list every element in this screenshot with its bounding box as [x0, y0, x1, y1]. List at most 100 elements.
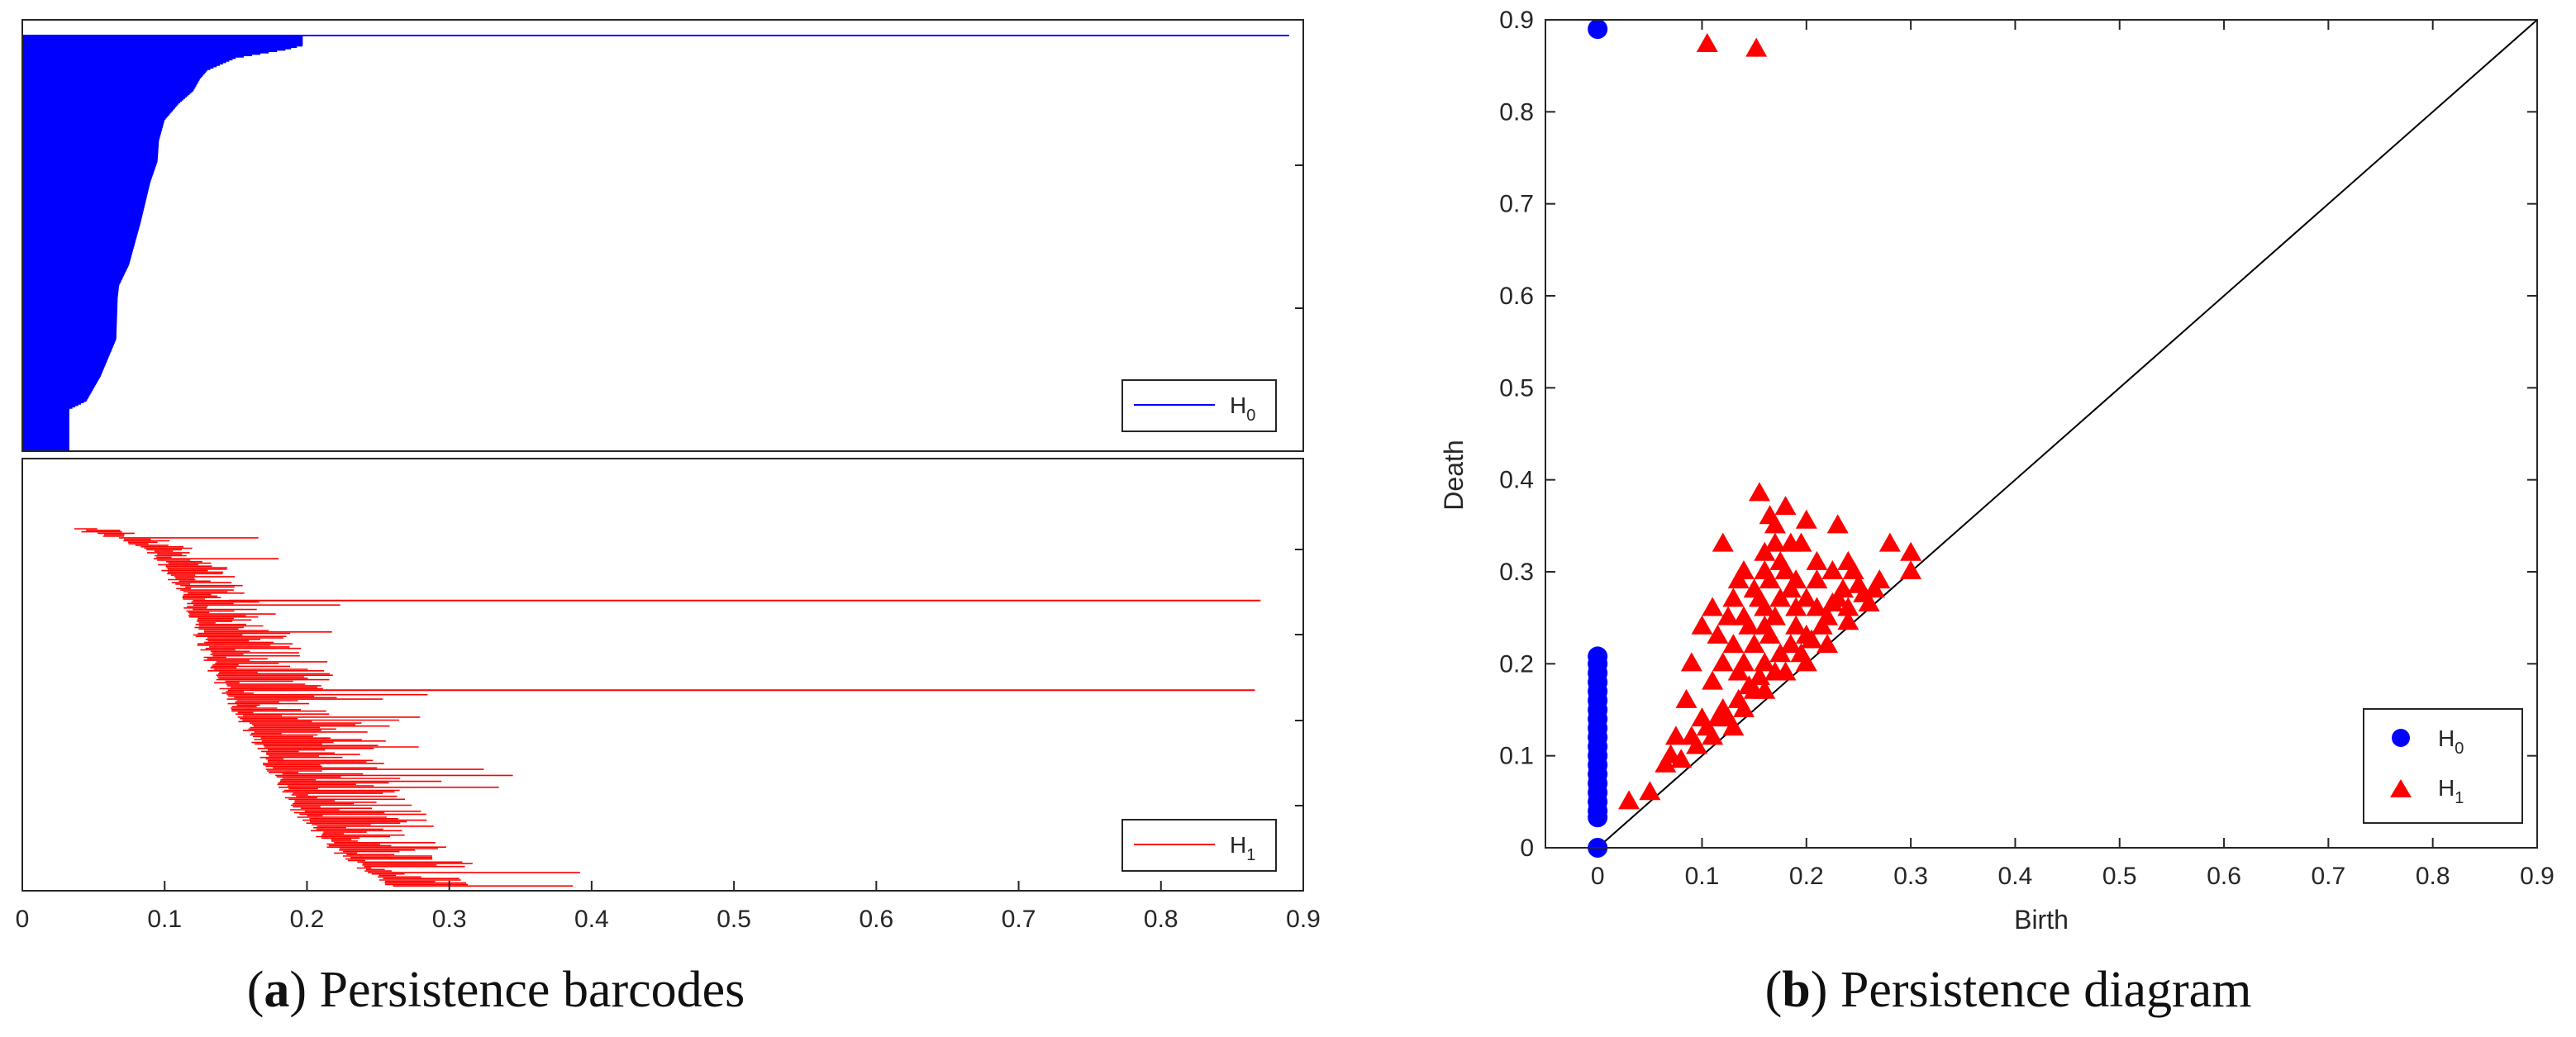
h0-bar: [22, 263, 130, 265]
h0-bar: [22, 95, 187, 98]
h1-point: [1774, 661, 1797, 681]
pd-x-tick-label: 0.3: [1893, 863, 1928, 890]
h1-point: [1738, 615, 1760, 635]
h0-bar: [22, 80, 199, 83]
h0-bar: [22, 53, 261, 55]
h0-bar: [22, 427, 69, 430]
h0-bar: [22, 333, 117, 336]
h0-bar: [22, 329, 117, 332]
h0-bar: [22, 337, 117, 340]
h0-bar: [22, 138, 160, 141]
h0-bar: [22, 286, 119, 289]
h1-point: [1707, 624, 1729, 644]
h1-point: [1754, 615, 1776, 635]
h0-bar: [22, 78, 200, 82]
h0-bar: [22, 421, 69, 423]
h0-bar: [22, 87, 195, 90]
h0-barcode-panel: H0: [21, 19, 1304, 452]
h1-x-tick-label: 0.8: [1144, 906, 1178, 933]
h0-bar: [22, 180, 151, 183]
pd-x-tick-label: 0.8: [2416, 863, 2450, 890]
h1-legend-label: H1: [1230, 832, 1255, 864]
h0-bar: [22, 64, 220, 66]
h0-bar: [22, 210, 144, 213]
h0-bar: [22, 115, 169, 117]
h0-bar: [22, 184, 150, 187]
h1-point: [1733, 698, 1755, 717]
h1-point: [1707, 707, 1729, 727]
h0-bar: [22, 94, 188, 97]
h1-point: [1722, 716, 1745, 736]
h0-bar: [22, 58, 233, 61]
h0-bar: [22, 269, 127, 271]
h0-bar: [22, 357, 108, 359]
h0-bar: [22, 326, 117, 329]
h0-bar: [22, 349, 112, 351]
h0-bar: [22, 45, 303, 47]
h0-bars: [22, 35, 1289, 452]
pd-legend-h1-marker: [2390, 779, 2412, 797]
h0-bar: [22, 105, 177, 107]
h0-bar: [22, 382, 98, 384]
h1-point: [1878, 532, 1901, 552]
h0-bar: [22, 290, 119, 293]
h0-bar: [22, 374, 101, 378]
h0-bar: [22, 404, 79, 407]
h0-bar: [22, 119, 165, 121]
h0-bar: [22, 310, 117, 312]
h0-bar: [22, 405, 76, 408]
h1-point: [1858, 592, 1880, 611]
h0-bar: [22, 249, 133, 251]
h1-point: [1769, 550, 1792, 570]
h0-bar: [22, 84, 197, 87]
h0-bar: [22, 155, 159, 158]
h0-bar: [22, 316, 117, 318]
h0-bar: [22, 141, 160, 144]
h0-bar: [22, 373, 102, 376]
h0-bar: [22, 246, 134, 249]
h0-bar: [22, 430, 69, 433]
h0-bar: [22, 429, 69, 431]
h0-bar: [22, 320, 117, 322]
h0-bar: [22, 226, 140, 228]
h0-bar: [22, 117, 166, 120]
h0-bar: [22, 234, 138, 236]
h1-point: [1764, 532, 1786, 552]
h1-point: [1702, 597, 1724, 616]
h0-bar: [22, 50, 278, 52]
h1-plot-frame: [21, 458, 1304, 892]
pd-legend: H0 H1: [2363, 708, 2523, 824]
h0-bar: [22, 409, 69, 412]
h0-bar: [22, 425, 69, 427]
h0-bar: [22, 423, 69, 426]
h0-bar: [22, 121, 164, 123]
h0-bar: [22, 340, 116, 343]
h0-bar: [22, 448, 69, 450]
h1-point: [1801, 629, 1823, 649]
pd-legend-h1-label: H1: [2438, 775, 2464, 807]
h0-bar: [22, 440, 69, 442]
h0-bar: [22, 224, 140, 226]
h0-bar: [22, 148, 159, 150]
h0-bar: [22, 433, 69, 435]
h0-bar: [22, 123, 164, 126]
h0-bar: [22, 343, 115, 345]
h0-bar: [22, 167, 155, 170]
h0-bar: [22, 235, 137, 238]
h0-bar: [22, 265, 128, 269]
h0-bar: [22, 368, 104, 370]
h0-bar: [22, 260, 131, 263]
h1-point: [1702, 725, 1724, 745]
h1-point: [1722, 634, 1745, 654]
h0-bar: [22, 55, 244, 58]
h0-bar: [22, 250, 133, 253]
h0-bar: [22, 257, 131, 259]
h0-bar: [22, 83, 198, 86]
h0-bar: [22, 421, 69, 425]
h1-point: [1779, 634, 1802, 654]
h0-bar: [22, 134, 161, 137]
h0-bar: [22, 158, 158, 160]
h0-bar: [22, 74, 204, 76]
h0-bar: [22, 45, 298, 48]
